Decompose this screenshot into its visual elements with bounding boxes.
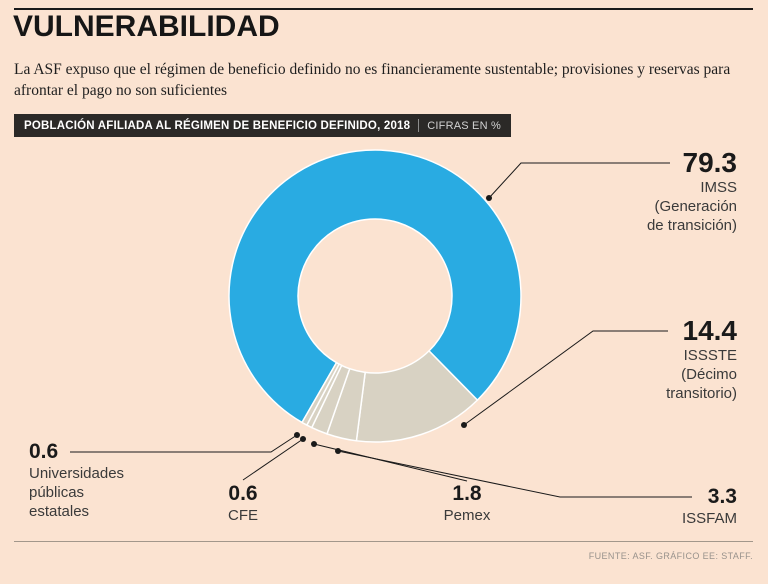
callout-issste-value: 14.4 bbox=[682, 315, 738, 346]
leader-line-universidades bbox=[70, 434, 298, 453]
leader-line-issfam bbox=[337, 450, 692, 498]
header-separator bbox=[418, 119, 420, 132]
leader-dot-imss bbox=[486, 195, 492, 201]
callout-universidades-label-2: públicas bbox=[29, 484, 85, 501]
callout-issfam: 3.3 ISSFAM bbox=[682, 485, 737, 528]
chart-header-title: POBLACIÓN AFILIADA AL RÉGIMEN DE BENEFIC… bbox=[24, 119, 411, 132]
leader-line-imss bbox=[488, 162, 670, 199]
chart-header-units: CIFRAS EN % bbox=[427, 119, 501, 132]
callout-pemex-label-1: Pemex bbox=[443, 507, 491, 524]
donut-segment-5 bbox=[300, 361, 341, 427]
callout-issste: 14.4 ISSSTE (Décimo transitorio) bbox=[666, 316, 737, 403]
leader-dot-issste bbox=[461, 422, 467, 428]
callout-imss: 79.3 IMSS (Generación de transición) bbox=[647, 148, 737, 235]
callout-issste-label-1: ISSSTE bbox=[683, 347, 737, 364]
callout-universidades-value: 0.6 bbox=[29, 440, 59, 463]
callout-imss-value: 79.3 bbox=[682, 147, 738, 178]
leader-dot-pemex bbox=[311, 441, 317, 447]
top-rule bbox=[14, 8, 753, 10]
leader-lines bbox=[70, 162, 692, 498]
callout-universidades-label-3: estatales bbox=[29, 503, 90, 520]
callout-universidades: 0.6 Universidades públicas estatales bbox=[29, 440, 124, 521]
callout-cfe: 0.6 CFE bbox=[188, 482, 298, 525]
leader-dot-cfe bbox=[300, 436, 306, 442]
page-title: VULNERABILIDAD bbox=[13, 10, 280, 43]
page-subtitle: La ASF expuso que el régimen de benefici… bbox=[14, 61, 731, 99]
donut-segments bbox=[228, 149, 522, 443]
callout-issfam-label-1: ISSFAM bbox=[681, 510, 737, 527]
callout-imss-label-3: de transición) bbox=[646, 217, 737, 234]
callout-cfe-value: 0.6 bbox=[228, 482, 258, 505]
chart-header-bar: POBLACIÓN AFILIADA AL RÉGIMEN DE BENEFIC… bbox=[14, 114, 511, 137]
donut-segment-0 bbox=[228, 149, 522, 424]
callout-pemex: 1.8 Pemex bbox=[412, 482, 522, 525]
leader-line-cfe bbox=[242, 438, 304, 481]
leader-dot-issfam bbox=[335, 448, 341, 454]
callout-issfam-value: 3.3 bbox=[707, 485, 737, 508]
leader-line-issste bbox=[463, 330, 668, 426]
leader-dot-universidades bbox=[294, 432, 300, 438]
footer-rule: FUENTE: ASF. GRÁFICO EE: STAFF. bbox=[14, 541, 753, 564]
source-credit: FUENTE: ASF. GRÁFICO EE: STAFF. bbox=[588, 551, 753, 561]
callout-pemex-value: 1.8 bbox=[452, 482, 482, 505]
leader-dots bbox=[294, 195, 492, 454]
callout-universidades-label-1: Universidades bbox=[29, 465, 125, 482]
callout-cfe-label-1: CFE bbox=[228, 507, 258, 524]
callout-issste-label-2: (Décimo bbox=[681, 366, 737, 383]
callout-imss-label-2: (Generación bbox=[654, 198, 737, 215]
callout-issste-label-3: transitorio) bbox=[666, 385, 737, 402]
callout-imss-label-1: IMSS bbox=[700, 179, 737, 196]
